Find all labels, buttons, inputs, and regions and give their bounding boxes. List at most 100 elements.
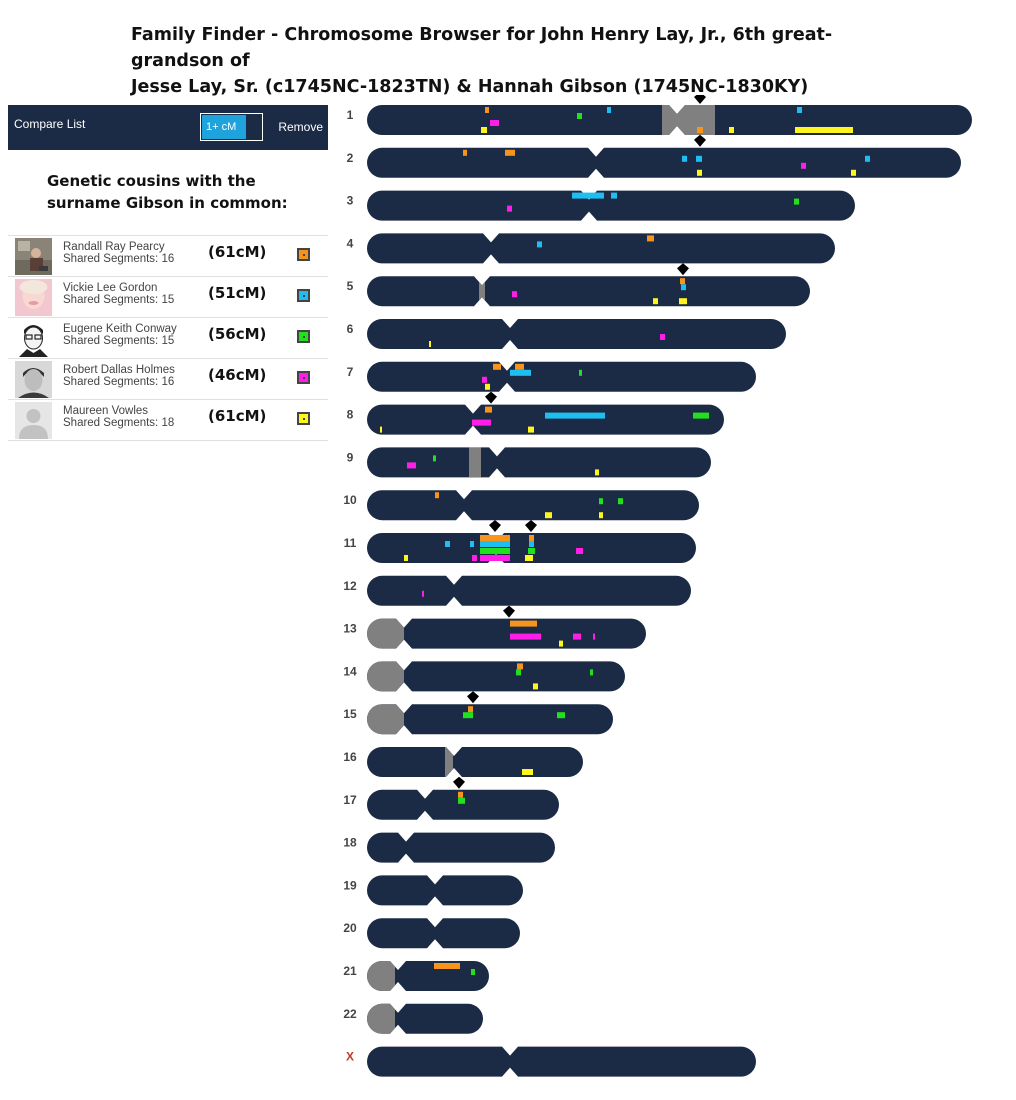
shared-segment	[407, 462, 416, 469]
chromosome-label: 15	[343, 707, 357, 721]
chromosome-19[interactable]: 19	[343, 875, 523, 906]
chromosome-11[interactable]: 11	[344, 520, 696, 563]
shared-segment	[697, 169, 702, 176]
heterochromatin-block	[367, 618, 404, 649]
heterochromatin-block	[469, 447, 481, 478]
chromosome-21[interactable]: 21	[343, 961, 489, 991]
compare-list-bar: Compare List 1+ cM Remove	[8, 105, 328, 150]
chromosome-body	[367, 747, 583, 777]
heading-line-2: surname Gibson in common:	[47, 194, 288, 212]
chromosome-12[interactable]: 12	[343, 575, 691, 606]
match-color-checkbox[interactable]	[297, 289, 310, 302]
match-item[interactable]: Maureen Vowles Shared Segments: 18 (61cM…	[8, 400, 328, 441]
chromosome-3[interactable]: 3	[347, 190, 855, 221]
heterochromatin-block	[367, 1003, 395, 1034]
shared-segment	[434, 963, 460, 969]
match-color-checkbox[interactable]	[297, 371, 310, 384]
chromosome-13[interactable]: 13	[343, 605, 646, 649]
page-title-line-2: Jesse Lay, Sr. (c1745NC-1823TN) & Hannah…	[131, 77, 809, 97]
chromosome-1[interactable]: 1	[347, 95, 972, 135]
cm-threshold-select[interactable]: 1+ cM	[200, 113, 263, 141]
shared-segment	[528, 426, 534, 433]
match-name[interactable]: Robert Dallas Holmes	[63, 364, 175, 376]
chromosome-18[interactable]: 18	[343, 832, 555, 863]
shared-segment	[573, 633, 581, 640]
shared-segment	[445, 541, 450, 547]
shared-segment	[380, 426, 382, 433]
chromosome-8[interactable]: 8	[347, 391, 724, 435]
chromosome-body	[367, 276, 810, 307]
location-marker-icon	[694, 95, 706, 104]
chromosome-17[interactable]: 17	[343, 776, 559, 820]
shared-segment	[463, 149, 467, 156]
chromosome-16[interactable]: 16	[343, 747, 583, 777]
shared-segment	[794, 198, 799, 205]
shared-segment	[576, 548, 583, 554]
location-marker-icon	[503, 605, 515, 618]
match-name[interactable]: Eugene Keith Conway	[63, 323, 177, 335]
chromosome-2[interactable]: 2	[347, 134, 961, 178]
chromosome-10[interactable]: 10	[343, 490, 699, 521]
shared-segment	[679, 298, 687, 305]
remove-button[interactable]: Remove	[278, 120, 323, 134]
chromosome-6[interactable]: 6	[347, 319, 786, 349]
heterochromatin-block	[367, 661, 404, 692]
chromosome-5[interactable]: 5	[347, 263, 810, 307]
match-item[interactable]: Randall Ray Pearcy Shared Segments: 16 (…	[8, 235, 328, 277]
chromosome-15[interactable]: 15	[343, 691, 613, 735]
chromosome-14[interactable]: 14	[343, 661, 625, 692]
shared-segment	[607, 107, 611, 113]
match-item[interactable]: Eugene Keith Conway Shared Segments: 15 …	[8, 318, 328, 359]
shared-segment	[595, 469, 599, 476]
chromosome-label: 22	[343, 1007, 357, 1021]
match-name[interactable]: Maureen Vowles	[63, 405, 149, 417]
chromosome-22[interactable]: 22	[343, 1003, 483, 1034]
chromosome-label: 18	[343, 836, 357, 850]
shared-segment	[680, 278, 685, 285]
match-name[interactable]: Vickie Lee Gordon	[63, 282, 158, 294]
shared-segment	[480, 548, 510, 554]
shared-segment	[618, 498, 623, 505]
shared-segment	[557, 712, 565, 719]
chromosome-X[interactable]: X	[346, 1046, 756, 1077]
chromosome-body	[367, 618, 646, 649]
chromosome-body	[367, 1046, 756, 1077]
shared-segment	[545, 412, 605, 419]
shared-segment	[599, 512, 603, 519]
shared-segment	[472, 555, 477, 561]
shared-segment	[422, 590, 424, 597]
chromosome-body	[367, 147, 961, 178]
location-marker-icon	[694, 134, 706, 147]
shared-segment	[682, 155, 687, 162]
shared-segment	[482, 376, 487, 383]
shared-segment	[865, 155, 870, 162]
chromosome-9[interactable]: 9	[347, 447, 711, 478]
shared-segment	[851, 169, 856, 176]
match-item[interactable]: Vickie Lee Gordon Shared Segments: 15 (5…	[8, 277, 328, 318]
chromosome-label: 11	[344, 536, 357, 550]
shared-segment	[579, 369, 582, 376]
chromosome-body	[367, 404, 724, 435]
shared-segment	[458, 797, 465, 804]
shared-segment	[470, 541, 474, 547]
shared-segment	[485, 383, 490, 390]
heterochromatin-block	[367, 704, 404, 735]
match-item[interactable]: Robert Dallas Holmes Shared Segments: 16…	[8, 359, 328, 400]
shared-segment	[545, 512, 552, 519]
location-marker-icon	[467, 691, 479, 704]
chromosome-20[interactable]: 20	[343, 918, 520, 949]
shared-segment	[493, 363, 501, 370]
shared-segment	[515, 363, 524, 370]
shared-segment	[653, 298, 658, 305]
match-name[interactable]: Randall Ray Pearcy	[63, 241, 165, 253]
match-color-checkbox[interactable]	[297, 330, 310, 343]
shared-segment	[481, 127, 487, 133]
chromosome-7[interactable]: 7	[347, 361, 756, 392]
chromosome-4[interactable]: 4	[347, 233, 835, 264]
match-list: Randall Ray Pearcy Shared Segments: 16 (…	[8, 235, 328, 441]
chromosome-label: 10	[343, 493, 357, 507]
match-color-checkbox[interactable]	[297, 412, 310, 425]
shared-segment	[516, 669, 521, 676]
match-color-checkbox[interactable]	[297, 248, 310, 261]
shared-segment	[697, 127, 703, 133]
